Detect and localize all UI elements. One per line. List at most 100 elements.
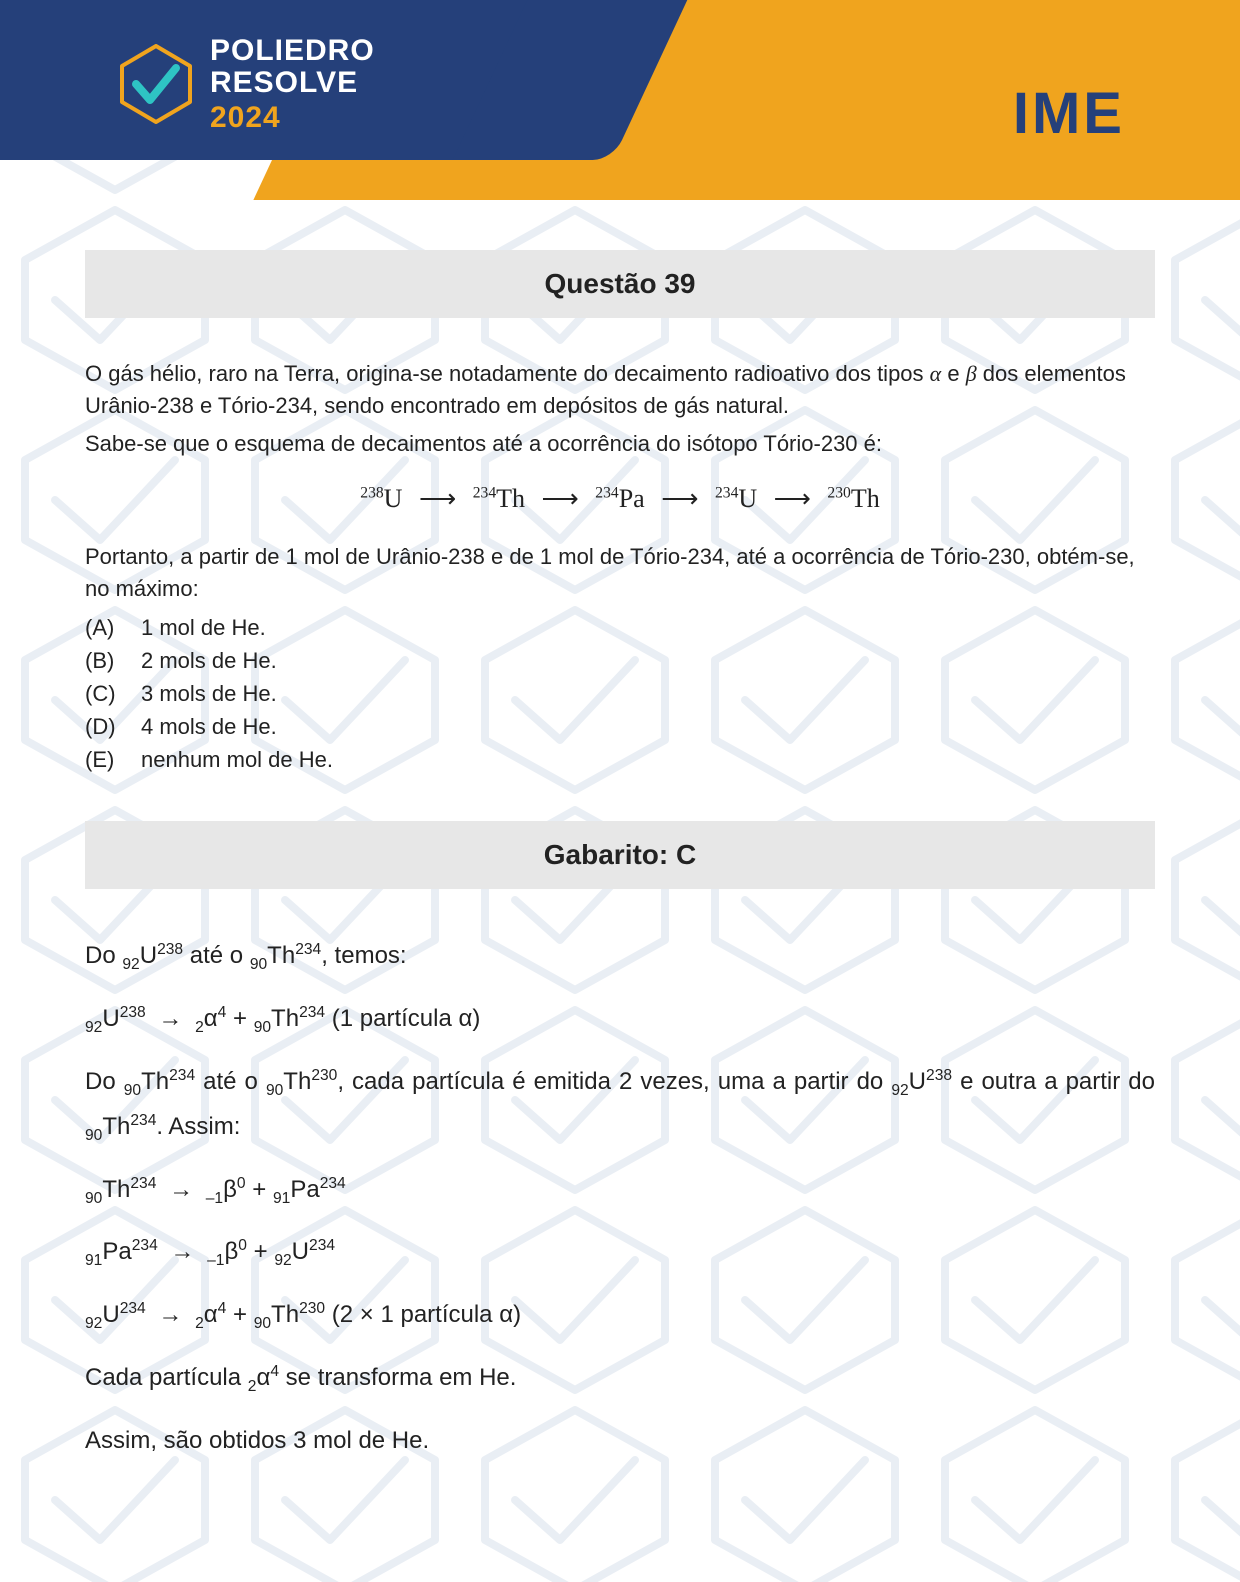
eq4-alpha-a: 4 — [218, 1300, 227, 1317]
option-a-text: 1 mol de He. — [141, 611, 266, 644]
sol1-b: , temos: — [321, 942, 406, 969]
sol3-b: , cada partícula é emitida 2 vezes, uma … — [337, 1068, 891, 1095]
solution-line-7: Cada partícula 2α4 se transforma em He. — [85, 1356, 1155, 1401]
u238-sym: U — [140, 942, 157, 969]
eq1-u238-a: 238 — [120, 1004, 146, 1021]
eq2-pa234-z: 91 — [273, 1189, 290, 1206]
eq4-arrow: → — [152, 1301, 188, 1328]
eq1-arrow: → — [152, 1005, 188, 1032]
nuc-th230-1: 90Th230 — [266, 1068, 337, 1095]
u238-z: 92 — [122, 956, 139, 973]
brand-logo-icon — [120, 44, 192, 124]
th234-z: 90 — [250, 956, 267, 973]
chain-arrow-1: ⟶ — [409, 484, 466, 513]
nuc-u238-2: 92U238 — [891, 1068, 952, 1095]
question-intro-2: Sabe-se que o esquema de decaimentos até… — [85, 428, 1155, 460]
sol7-a: Cada partícula — [85, 1364, 248, 1391]
brand-block: POLIEDRO RESOLVE 2024 — [120, 35, 375, 134]
alpha-he-a: 4 — [270, 1363, 279, 1380]
eq3-pa234-a: 234 — [132, 1237, 158, 1254]
question-body: O gás hélio, raro na Terra, origina-se n… — [85, 358, 1155, 776]
answer-title: Gabarito: C — [85, 821, 1155, 889]
eq3-beta-sym: β — [224, 1238, 238, 1265]
question-intro-1: O gás hélio, raro na Terra, origina-se n… — [85, 358, 1155, 422]
eq2-beta-z: –1 — [206, 1189, 223, 1206]
solution-line-3: Do 90Th234 até o 90Th230, cada partícula… — [85, 1060, 1155, 1150]
page-content: Questão 39 O gás hélio, raro na Terra, o… — [0, 200, 1240, 1560]
eq4-u234-sym: U — [102, 1301, 119, 1328]
chain-n5-sup: 230 — [827, 484, 850, 501]
sol1-ate: até o — [183, 942, 250, 969]
chain-n2-sym: Th — [496, 484, 525, 513]
eq1-alpha-sym: α — [204, 1005, 218, 1032]
eq2-beta-sym: β — [223, 1176, 237, 1203]
th234-2-z: 90 — [124, 1082, 141, 1099]
solution-eq-3: 91Pa234 → –1β0 + 92U234 — [85, 1230, 1155, 1275]
chain-arrow-2: ⟶ — [532, 484, 589, 513]
eq2-beta-a: 0 — [237, 1175, 246, 1192]
sol1-a: Do — [85, 942, 122, 969]
alpha-symbol: α — [930, 361, 942, 386]
eq2-pa234: 91Pa234 — [273, 1176, 346, 1203]
brand-year: 2024 — [210, 102, 375, 134]
eq2-th234-sym: Th — [102, 1176, 130, 1203]
chain-n5-sym: Th — [851, 484, 880, 513]
eq1-u238-sym: U — [102, 1005, 119, 1032]
eq3-beta-a: 0 — [238, 1237, 247, 1254]
exam-label: IME — [1013, 80, 1125, 147]
th234-2-a: 234 — [169, 1067, 195, 1084]
option-d-text: 4 mols de He. — [141, 710, 277, 743]
intro-text-1mid: e — [941, 361, 965, 386]
eq2-plus: + — [252, 1176, 273, 1203]
th234-sym: Th — [267, 942, 295, 969]
intro-text-1a: O gás hélio, raro na Terra, origina-se n… — [85, 361, 930, 386]
u238-2-sym: U — [909, 1068, 926, 1095]
u238-a: 238 — [157, 941, 183, 958]
eq4-note: (2 × 1 partícula α) — [332, 1301, 521, 1328]
eq3-pa234-sym: Pa — [102, 1238, 131, 1265]
th234-2-sym: Th — [141, 1068, 169, 1095]
eq3-u234-a: 234 — [309, 1237, 335, 1254]
eq1-u238: 92U238 — [85, 1005, 146, 1032]
beta-symbol: β — [966, 361, 977, 386]
chain-arrow-3: ⟶ — [651, 484, 708, 513]
sol3-c: e outra a partir do — [952, 1068, 1155, 1095]
eq2-beta: –1β0 — [206, 1176, 246, 1203]
options-list: (A) 1 mol de He. (B) 2 mols de He. (C) 3… — [85, 611, 1155, 776]
eq1-alpha-z: 2 — [195, 1019, 204, 1036]
th234-3-a: 234 — [130, 1112, 156, 1129]
eq4-th230-a: 230 — [299, 1300, 325, 1317]
question-title: Questão 39 — [85, 250, 1155, 318]
option-a-label: (A) — [85, 611, 125, 644]
chain-n1-sym: U — [384, 484, 403, 513]
eq2-arrow: → — [163, 1176, 199, 1203]
brand-line-2: RESOLVE — [210, 67, 375, 99]
eq3-u234: 92U234 — [274, 1238, 335, 1265]
chain-n3-sym: Pa — [619, 484, 645, 513]
eq4-th230: 90Th230 — [254, 1301, 325, 1328]
option-d-label: (D) — [85, 710, 125, 743]
th234-3-sym: Th — [102, 1113, 130, 1140]
option-c-text: 3 mols de He. — [141, 677, 277, 710]
u238-2-a: 238 — [926, 1067, 952, 1084]
eq1-th234-sym: Th — [271, 1005, 299, 1032]
eq1-th234: 90Th234 — [254, 1005, 325, 1032]
solution-line-8: Assim, são obtidos 3 mol de He. — [85, 1419, 1155, 1462]
th230-z: 90 — [266, 1082, 283, 1099]
eq1-note: (1 partícula α) — [332, 1005, 481, 1032]
option-b-label: (B) — [85, 644, 125, 677]
sol3-d: . Assim: — [156, 1113, 240, 1140]
eq2-pa234-a: 234 — [320, 1175, 346, 1192]
brand-line-1: POLIEDRO — [210, 35, 375, 67]
option-e-text: nenhum mol de He. — [141, 743, 333, 776]
th234-a: 234 — [295, 941, 321, 958]
th230-a: 230 — [311, 1067, 337, 1084]
chain-n3-sup: 234 — [595, 484, 618, 501]
eq3-arrow: → — [164, 1238, 200, 1265]
eq1-u238-z: 92 — [85, 1019, 102, 1036]
eq3-beta-z: –1 — [207, 1252, 224, 1269]
eq2-th234-z: 90 — [85, 1189, 102, 1206]
chain-arrow-4: ⟶ — [764, 484, 821, 513]
nuc-alpha-he: 2α4 — [248, 1364, 279, 1391]
option-c-label: (C) — [85, 677, 125, 710]
